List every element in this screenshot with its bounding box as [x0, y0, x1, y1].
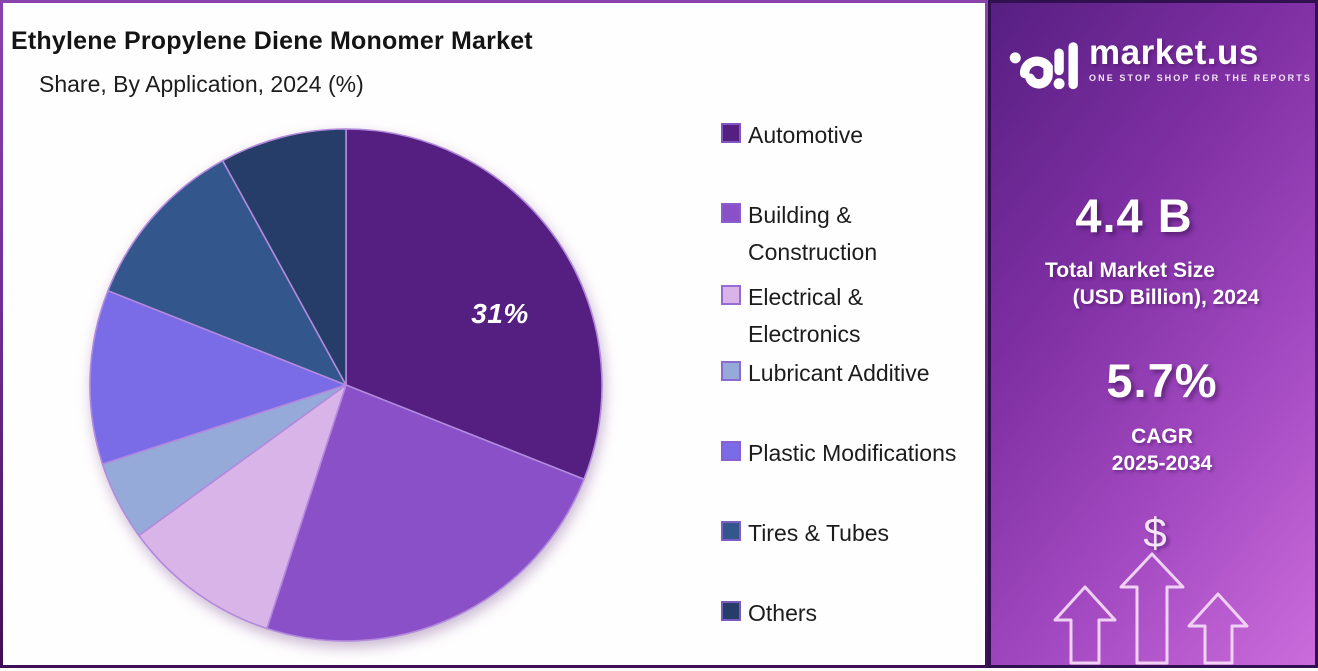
legend-swatch-plastic-modifications [721, 441, 741, 461]
cagr-label-line2: 2025-2034 [1111, 452, 1213, 475]
legend-item-label: Others [748, 600, 818, 626]
brand-tagline: ONE STOP SHOP FOR THE REPORTS [1089, 73, 1312, 83]
legend-item-electrical-electronics: Electrical & Electronics [721, 279, 963, 353]
pie-slice-others [221, 128, 347, 386]
pie-slice-plastic-modifications [89, 289, 347, 465]
growth-arrows-icon [1053, 552, 1249, 665]
legend-item-label: Building & Construction [748, 202, 878, 265]
dollar-icon: $ [1143, 509, 1167, 556]
legend-swatch-tires-tubes [721, 521, 741, 541]
chart-area: Ethylene Propylene Diene Monomer Market … [3, 3, 985, 665]
legend-swatch-building-construction [721, 203, 741, 223]
legend-item-plastic-modifications: Plastic Modifications [721, 435, 963, 472]
legend-item-label: Lubricant Additive [748, 360, 930, 386]
legend-swatch-lubricant-additive [721, 361, 741, 381]
cagr-value: 5.7% [1106, 354, 1218, 407]
legend-item-tires-tubes: Tires & Tubes [721, 515, 963, 552]
legend-item-automotive: Automotive [721, 117, 963, 154]
legend-swatch-others [721, 601, 741, 621]
market-size-label: Total Market Size (USD Billion), 2024 [991, 257, 1315, 311]
chart-panel: Ethylene Propylene Diene Monomer Market … [0, 0, 988, 668]
cagr-label-line1: CAGR [1131, 425, 1193, 448]
pie-slice-electrical-electronics [138, 384, 347, 630]
legend-item-others: Others [721, 595, 963, 632]
legend-swatch-automotive [721, 123, 741, 143]
page-title: Ethylene Propylene Diene Monomer Market [11, 27, 533, 55]
legend-item-building-construction: Building & Construction [721, 197, 963, 271]
pie-slice-automotive [345, 128, 603, 481]
market-size-value: 4.4 B [1075, 189, 1193, 242]
sidebar: market.us ONE STOP SHOP FOR THE REPORTS … [988, 0, 1318, 668]
brand-name: market.us [1089, 33, 1259, 72]
legend-item-lubricant-additive: Lubricant Additive [721, 355, 963, 392]
pie-slice-building-construction [266, 384, 585, 642]
market-size-label-line2: (USD Billion), 2024 [1072, 286, 1260, 309]
legend: Automotive Building & Construction Electri… [721, 3, 981, 671]
legend-item-label: Tires & Tubes [748, 520, 890, 546]
legend-item-label: Electrical & Electronics [748, 284, 864, 347]
brand-logo: market.us ONE STOP SHOP FOR THE REPORTS [1009, 29, 1312, 93]
market-size-label-line1: Total Market Size [1045, 259, 1215, 282]
legend-item-label: Plastic Modifications [748, 440, 957, 466]
legend-item-label: Automotive [748, 122, 864, 148]
pie-chart [89, 128, 603, 642]
slice-data-label: 31% [471, 298, 529, 329]
brand-text: market.us ONE STOP SHOP FOR THE REPORTS [1089, 29, 1312, 84]
pie-slice-tires-tubes [107, 159, 347, 386]
market-us-logo-icon [1009, 42, 1078, 90]
legend-swatch-electrical-electronics [721, 285, 741, 305]
cagr-label: CAGR 2025-2034 [991, 423, 1315, 477]
page-subtitle: Share, By Application, 2024 (%) [39, 71, 364, 97]
